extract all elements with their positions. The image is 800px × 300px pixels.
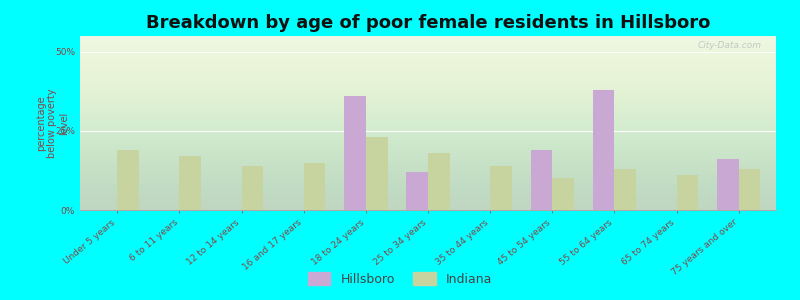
Y-axis label: percentage
below poverty
level: percentage below poverty level — [36, 88, 69, 158]
Bar — [242, 166, 263, 210]
Bar — [717, 159, 738, 210]
Bar — [406, 172, 428, 210]
Bar — [593, 90, 614, 210]
Bar — [366, 137, 388, 210]
Title: Breakdown by age of poor female residents in Hillsboro: Breakdown by age of poor female resident… — [146, 14, 710, 32]
Bar — [428, 153, 450, 210]
Bar — [530, 150, 552, 210]
Bar — [344, 96, 366, 210]
Bar — [304, 163, 326, 210]
Text: City-Data.com: City-Data.com — [698, 41, 762, 50]
Legend: Hillsboro, Indiana: Hillsboro, Indiana — [302, 267, 498, 291]
Bar — [179, 156, 201, 210]
Bar — [490, 166, 512, 210]
Bar — [738, 169, 761, 210]
Bar — [614, 169, 636, 210]
Bar — [118, 150, 139, 210]
Bar — [552, 178, 574, 210]
Bar — [677, 175, 698, 210]
